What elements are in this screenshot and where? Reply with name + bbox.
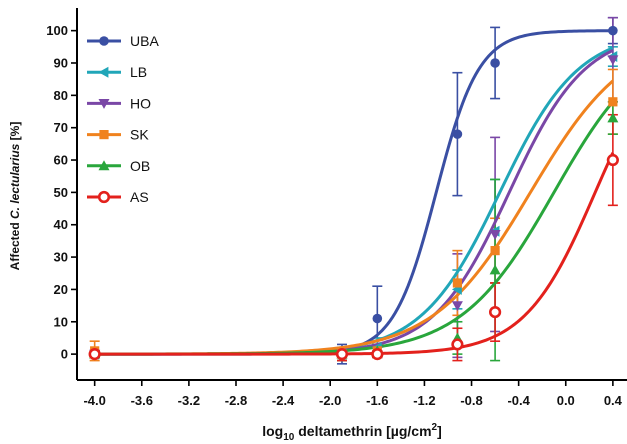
x-axis-title-prefix: log bbox=[262, 423, 283, 439]
y-tick-label: 0 bbox=[61, 347, 68, 362]
legend-marker-sk bbox=[99, 130, 109, 140]
x-tick-label: -4.0 bbox=[83, 393, 105, 408]
data-point-as bbox=[606, 153, 619, 167]
legend-label-sk: SK bbox=[130, 127, 149, 143]
y-axis-title-suffix: [%] bbox=[8, 122, 22, 144]
data-point-uba bbox=[452, 129, 463, 139]
x-tick-label: -1.6 bbox=[366, 393, 388, 408]
y-tick-label: 10 bbox=[54, 314, 68, 329]
axes bbox=[76, 8, 627, 381]
data-point-ob bbox=[489, 264, 501, 275]
legend-marker-ob bbox=[98, 160, 110, 171]
data-point-as bbox=[451, 338, 464, 351]
x-tick-label: -1.2 bbox=[413, 393, 435, 408]
fit-curve-lb bbox=[94, 46, 614, 356]
data-point-uba bbox=[372, 313, 383, 324]
legend-label-lb: LB bbox=[130, 64, 147, 80]
x-tick-label: 0.4 bbox=[604, 393, 623, 408]
y-ticks: 0 10 20 30 40 50 60 70 80 90 100 bbox=[46, 23, 77, 362]
x-tick-label: -2.0 bbox=[319, 393, 341, 408]
y-tick-label: 50 bbox=[54, 185, 68, 200]
y-tick-label: 70 bbox=[54, 120, 68, 135]
legend-marker-as bbox=[97, 190, 111, 204]
y-axis-title: Affected C. lectularius [%] bbox=[8, 122, 22, 271]
data-point-ho bbox=[489, 230, 501, 240]
y-tick-label: 60 bbox=[54, 153, 68, 168]
legend-label-ob: OB bbox=[130, 158, 150, 174]
data-point-sk bbox=[490, 246, 500, 256]
data-point-as bbox=[371, 348, 384, 361]
legend-item-sk: SK bbox=[87, 127, 149, 143]
y-tick-label: 30 bbox=[54, 250, 68, 265]
data-points bbox=[88, 25, 619, 361]
legend-item-ho: HO bbox=[87, 95, 151, 111]
data-point-ob bbox=[607, 112, 619, 123]
error-bars bbox=[89, 16, 618, 365]
data-point-sk bbox=[608, 97, 618, 107]
x-tick-label: -0.8 bbox=[460, 393, 482, 408]
legend-marker-ho bbox=[98, 99, 110, 109]
data-point-ho bbox=[451, 301, 463, 312]
data-point-as bbox=[488, 305, 502, 319]
x-axis-title-main: deltamethrin [µg/cm bbox=[294, 423, 431, 439]
x-ticks: -4.0 -3.6 -3.2 -2.8 -2.4 -2.0 -1.6 -1.2 -0.8 -0.4… bbox=[83, 380, 623, 408]
x-tick-label: -2.4 bbox=[272, 393, 295, 408]
legend-label-as: AS bbox=[130, 189, 149, 205]
x-axis-title-suffix: ] bbox=[437, 423, 442, 439]
legend: UBA LB HO SK OB AS bbox=[87, 33, 159, 205]
fit-curve-as bbox=[94, 152, 615, 356]
data-point-uba bbox=[608, 25, 618, 36]
data-point-sk bbox=[452, 278, 463, 288]
data-point-as bbox=[335, 348, 349, 361]
data-point-ho bbox=[607, 55, 619, 66]
legend-label-uba: UBA bbox=[130, 33, 159, 49]
legend-label-ho: HO bbox=[130, 95, 151, 111]
legend-item-ob: OB bbox=[87, 158, 150, 174]
y-axis-title-italic: C. lectularius bbox=[8, 143, 22, 219]
legend-item-lb: LB bbox=[87, 64, 147, 80]
y-tick-label: 80 bbox=[54, 88, 68, 103]
x-axis-title-subscript: 10 bbox=[283, 432, 295, 443]
y-tick-label: 90 bbox=[54, 55, 68, 70]
x-tick-label: -2.8 bbox=[225, 393, 247, 408]
fit-curve-ho bbox=[94, 49, 614, 356]
data-point-uba bbox=[490, 58, 500, 68]
y-tick-label: 40 bbox=[54, 217, 68, 232]
data-point-as bbox=[88, 348, 101, 361]
x-axis-title-superscript: 2 bbox=[432, 422, 438, 433]
x-tick-label: 0.0 bbox=[557, 393, 575, 408]
legend-item-as: AS bbox=[87, 189, 149, 205]
y-tick-label: 20 bbox=[54, 282, 68, 297]
y-tick-label: 100 bbox=[46, 23, 68, 38]
legend-item-uba: UBA bbox=[87, 33, 159, 49]
x-tick-label: -0.4 bbox=[507, 393, 530, 408]
x-tick-label: -3.6 bbox=[131, 393, 153, 408]
x-tick-label: -3.2 bbox=[178, 393, 200, 408]
y-axis-title-prefix: Affected bbox=[8, 219, 22, 270]
x-axis-title: log10 deltamethrin [µg/cm2] bbox=[262, 422, 442, 443]
legend-marker-lb bbox=[98, 66, 109, 78]
legend-marker-uba bbox=[99, 36, 109, 46]
fit-curves bbox=[94, 29, 615, 356]
